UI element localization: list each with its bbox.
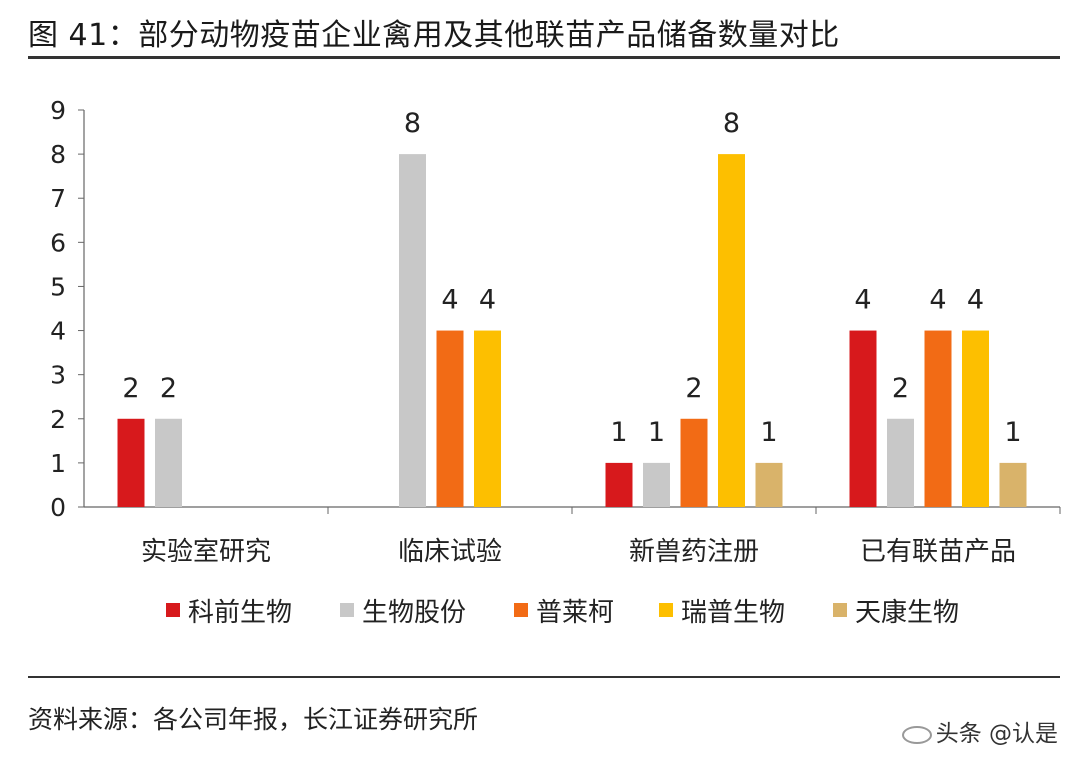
bar xyxy=(155,418,182,507)
legend-swatch xyxy=(514,603,528,617)
title-divider xyxy=(28,56,1060,59)
legend-label: 生物股份 xyxy=(362,598,466,628)
legend-label: 天康生物 xyxy=(855,598,959,628)
data-label: 2 xyxy=(122,373,139,404)
x-category-label: 新兽药注册 xyxy=(629,537,759,567)
bar xyxy=(605,462,633,507)
bar xyxy=(999,462,1027,507)
bar xyxy=(849,330,877,507)
watermark-text: 头条 @认是 xyxy=(935,721,1058,747)
data-label: 1 xyxy=(610,417,627,448)
watermark: 头条 @认是 xyxy=(901,714,1058,748)
data-label: 4 xyxy=(967,285,984,316)
bar xyxy=(887,418,914,507)
data-label: 1 xyxy=(648,417,665,448)
y-tick-label: 7 xyxy=(50,184,66,213)
y-tick-label: 3 xyxy=(50,361,66,390)
data-label: 8 xyxy=(723,108,740,139)
data-label: 2 xyxy=(160,373,177,404)
bar xyxy=(755,462,783,507)
chart-title: 图 41：部分动物疫苗企业禽用及其他联苗产品储备数量对比 xyxy=(28,18,840,53)
bar xyxy=(962,330,989,507)
data-label: 4 xyxy=(929,285,946,316)
legend-swatch xyxy=(166,603,180,617)
data-label: 4 xyxy=(854,285,871,316)
y-tick-label: 1 xyxy=(50,449,66,478)
x-category-label: 临床试验 xyxy=(398,537,502,567)
bar xyxy=(474,330,501,507)
y-tick-label: 5 xyxy=(50,272,66,301)
watermark-icon xyxy=(901,725,932,744)
bar xyxy=(643,462,670,507)
legend-swatch xyxy=(340,603,354,617)
data-label: 4 xyxy=(479,285,496,316)
y-tick-label: 4 xyxy=(50,317,66,346)
data-label: 2 xyxy=(892,373,909,404)
legend-swatch xyxy=(833,603,847,617)
data-label: 1 xyxy=(1004,417,1021,448)
footer-divider xyxy=(28,676,1060,678)
bar xyxy=(924,330,952,507)
source-note: 资料来源：各公司年报，长江证券研究所 xyxy=(28,705,479,734)
legend-swatch xyxy=(659,603,673,617)
y-tick-label: 8 xyxy=(50,140,66,169)
bar xyxy=(117,418,145,507)
x-category-label: 已有联苗产品 xyxy=(860,537,1016,567)
data-label: 2 xyxy=(685,373,702,404)
legend-label: 普莱柯 xyxy=(536,598,614,628)
x-category-label: 实验室研究 xyxy=(141,537,271,567)
legend-label: 科前生物 xyxy=(188,598,292,628)
data-label: 1 xyxy=(760,417,777,448)
y-tick-label: 0 xyxy=(50,493,66,522)
bar xyxy=(680,418,708,507)
y-tick-label: 6 xyxy=(50,228,66,257)
y-tick-label: 2 xyxy=(50,405,66,434)
y-tick-label: 9 xyxy=(50,96,66,125)
bar xyxy=(399,154,426,507)
bar xyxy=(718,154,745,507)
legend-label: 瑞普生物 xyxy=(681,598,785,628)
bar xyxy=(436,330,464,507)
data-label: 8 xyxy=(404,108,421,139)
data-label: 4 xyxy=(441,285,458,316)
